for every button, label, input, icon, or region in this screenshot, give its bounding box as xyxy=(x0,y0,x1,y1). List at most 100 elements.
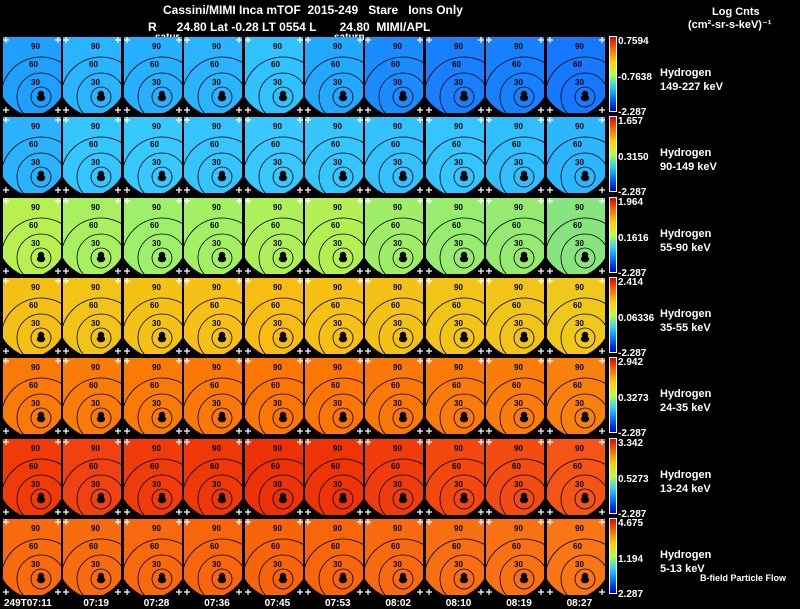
image-cell-plot: 90 60 30 xyxy=(486,117,545,194)
contour-label: 30 xyxy=(393,480,402,489)
latitude-contour xyxy=(30,247,52,268)
frame-ticks xyxy=(123,277,182,354)
latitude-contour xyxy=(439,72,484,113)
image-cell: 90 60 30 xyxy=(184,197,243,274)
latitude-contour xyxy=(137,474,182,515)
latitude-contour xyxy=(499,313,545,354)
frame-ticks xyxy=(546,197,605,274)
image-cell: 90 60 30 xyxy=(244,358,303,435)
colorbar-min-label: -2.287 xyxy=(618,107,647,118)
image-cell: 90 60 30 xyxy=(63,117,122,194)
latitude-contour xyxy=(305,217,363,274)
planet-marker xyxy=(278,576,287,583)
latitude-contour xyxy=(499,72,545,113)
mask-right xyxy=(284,177,303,194)
latitude-contour xyxy=(123,136,182,194)
image-cell: 90 60 30 xyxy=(425,37,484,113)
image-cell: 90 60 30 xyxy=(244,277,303,354)
mask-left xyxy=(63,97,82,113)
frame-ticks xyxy=(546,438,605,515)
contour-label: 90 xyxy=(393,283,402,292)
frame-ticks xyxy=(425,117,484,194)
contour-label: 60 xyxy=(512,140,521,149)
image-cell-plot: 90 60 30 xyxy=(123,358,182,435)
latitude-contour xyxy=(305,297,363,354)
planet-marker xyxy=(97,335,106,343)
frame-ticks xyxy=(305,358,363,435)
contour-label: 90 xyxy=(575,444,584,453)
latitude-contour xyxy=(305,538,363,595)
latitude-contour xyxy=(76,72,122,113)
contour-label: 90 xyxy=(212,283,221,292)
latitude-contour xyxy=(76,233,122,274)
planet-marker xyxy=(519,335,529,343)
frame-ticks xyxy=(305,117,363,194)
energy-row: 90 60 30 90 60 30 90 60 30 90 60 30 90 60 30 90 60 30 90 60… xyxy=(3,518,607,595)
latitude-contour xyxy=(197,313,243,354)
mask-right xyxy=(345,498,363,515)
frame-ticks xyxy=(546,277,605,354)
mask-left xyxy=(3,578,21,595)
frame-ticks xyxy=(63,518,122,595)
mask-left xyxy=(3,97,21,113)
image-cell-plot: 90 60 30 xyxy=(3,277,61,354)
latitude-contour xyxy=(439,474,484,515)
latitude-contour xyxy=(151,166,173,188)
latitude-contour xyxy=(486,136,545,194)
latitude-contour xyxy=(486,297,545,354)
planet-marker xyxy=(36,94,46,102)
mask-left xyxy=(365,177,384,194)
frame-ticks xyxy=(305,438,363,515)
species-label: Hydrogen xyxy=(660,468,712,481)
planet-marker xyxy=(36,335,46,343)
planet-marker xyxy=(278,255,287,262)
contour-label: 60 xyxy=(512,462,521,471)
mask-right xyxy=(405,578,424,595)
contour-label: 60 xyxy=(331,140,340,149)
contour-label: 60 xyxy=(210,140,219,149)
frame-ticks xyxy=(546,358,605,435)
latitude-contour xyxy=(258,313,303,354)
planet-marker xyxy=(157,415,166,423)
contour-label: 30 xyxy=(575,158,584,167)
latitude-contour xyxy=(90,488,112,509)
frame-ticks xyxy=(63,197,122,274)
latitude-contour xyxy=(184,538,243,595)
planet-marker xyxy=(459,94,468,102)
latitude-contour xyxy=(378,233,424,274)
mask-right xyxy=(43,498,61,515)
image-cell-plot: 90 60 30 xyxy=(486,438,545,515)
mask-left xyxy=(63,177,82,194)
mask-right xyxy=(103,337,122,354)
contour-label: 30 xyxy=(31,560,40,569)
contour-label: 90 xyxy=(514,42,523,51)
latitude-contour xyxy=(378,72,424,113)
latitude-contour xyxy=(184,377,243,435)
mask-right xyxy=(586,97,605,113)
contour-label: 60 xyxy=(331,221,340,230)
latitude-contour xyxy=(16,554,61,595)
mask-left xyxy=(63,578,82,595)
latitude-contour xyxy=(184,458,243,515)
latitude-contour xyxy=(258,233,303,274)
mask-right xyxy=(345,177,363,194)
contour-label: 30 xyxy=(31,399,40,408)
latitude-contour xyxy=(197,554,243,595)
frame-ticks xyxy=(305,277,363,354)
image-cell: 90 60 30 xyxy=(425,117,484,194)
contour-label: 90 xyxy=(212,122,221,131)
latitude-contour xyxy=(76,474,122,515)
planet-marker xyxy=(157,175,166,182)
mask-left xyxy=(365,257,384,274)
planet-marker xyxy=(278,496,287,503)
contour-label: 90 xyxy=(152,444,161,453)
latitude-contour xyxy=(272,407,293,429)
mask-left xyxy=(184,578,203,595)
contour-label: 60 xyxy=(150,542,159,551)
latitude-contour xyxy=(76,313,122,354)
planet-marker xyxy=(278,415,287,423)
contour-label: 30 xyxy=(31,158,40,167)
mask-right xyxy=(465,578,484,595)
latitude-contour xyxy=(3,377,61,435)
image-cell: 90 60 30 xyxy=(3,37,61,113)
